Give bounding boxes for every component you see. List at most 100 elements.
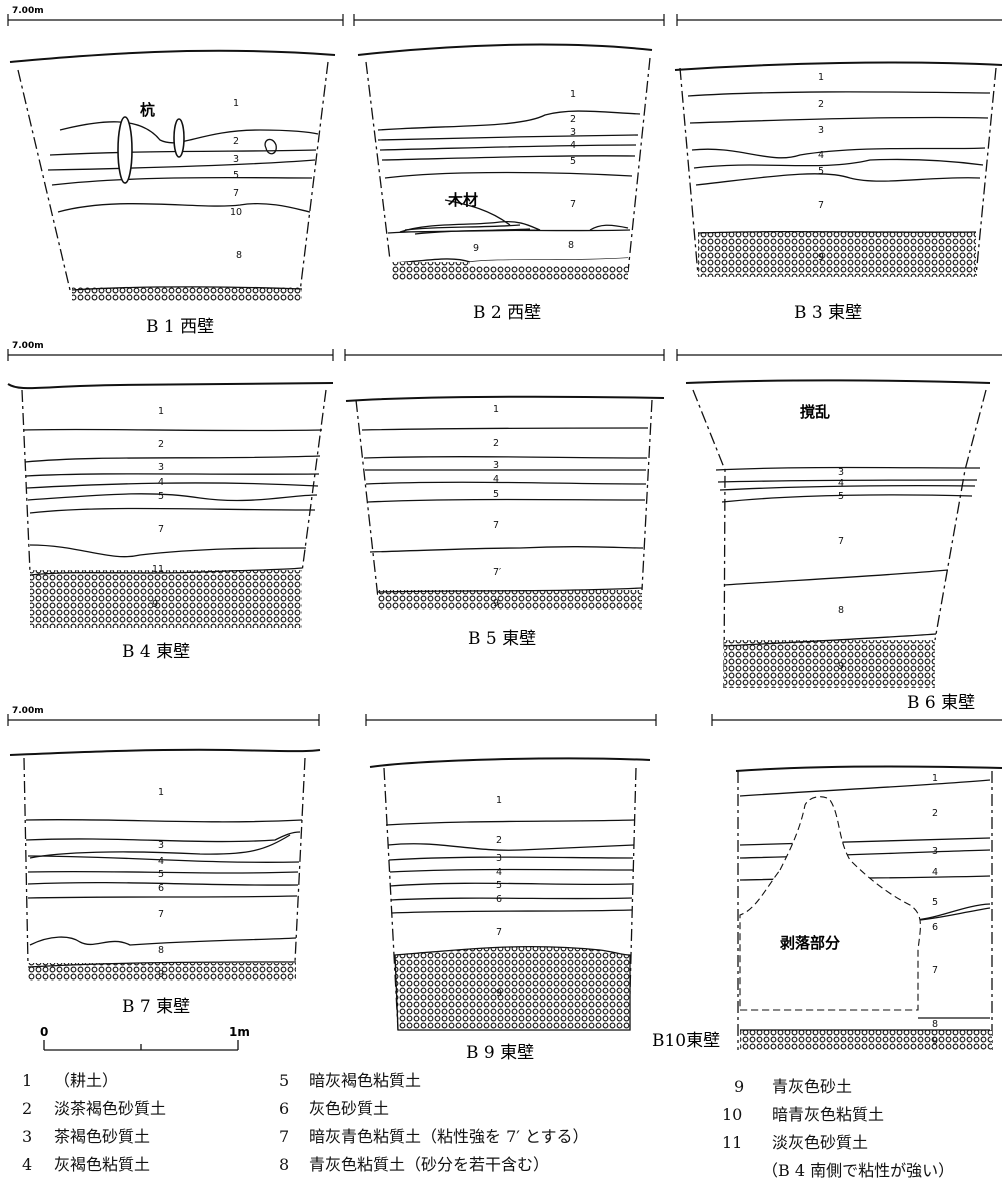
layer-label: 6 bbox=[158, 883, 164, 894]
layer-label: 1 bbox=[496, 795, 502, 806]
elevation-marker-row1 bbox=[7, 14, 1002, 26]
legend-number: 3 bbox=[22, 1127, 32, 1146]
layer-label: 9 bbox=[818, 252, 824, 263]
layer-label: 3 bbox=[496, 853, 502, 864]
section-b4 bbox=[7, 382, 334, 628]
legend-number: 7 bbox=[279, 1127, 289, 1146]
legend-text: 青灰色砂土 bbox=[772, 1077, 852, 1096]
layer-label: 6 bbox=[496, 894, 502, 905]
layer-label: 5 bbox=[158, 491, 164, 502]
layer-label: 8 bbox=[932, 1019, 938, 1030]
panel-caption-b2: B 2 西壁 bbox=[473, 303, 541, 323]
section-b5 bbox=[345, 395, 665, 610]
layer-label: 9 bbox=[152, 599, 158, 610]
legend-number: 10 bbox=[722, 1105, 742, 1124]
layer-label: 2 bbox=[233, 136, 239, 147]
layer-label: 7′ bbox=[493, 567, 501, 578]
panel-caption-b5: B 5 東壁 bbox=[468, 629, 536, 649]
layer-label: 1 bbox=[932, 773, 938, 784]
layer-label: 5 bbox=[493, 489, 499, 500]
layer-label: 4 bbox=[158, 477, 164, 488]
layer-label: 9 bbox=[473, 243, 479, 254]
legend-text: 灰褐色粘質土 bbox=[54, 1155, 150, 1174]
layer-label: 4 bbox=[493, 474, 499, 485]
legend-text: 茶褐色砂質土 bbox=[54, 1127, 150, 1146]
panel-caption-b6: B 6 東壁 bbox=[907, 693, 975, 713]
layer-label: 9 bbox=[932, 1036, 938, 1047]
legend-text: 淡茶褐色砂質土 bbox=[54, 1099, 166, 1118]
layer-label: 2 bbox=[493, 438, 499, 449]
elevation-label: 7.00m bbox=[12, 6, 44, 16]
panel-caption-b3: B 3 東壁 bbox=[794, 303, 862, 323]
layer-label: 3 bbox=[158, 462, 164, 473]
section-b9 bbox=[369, 757, 651, 1031]
legend-text: 青灰色粘質土（砂分を若干含む） bbox=[309, 1155, 549, 1174]
layer-label: 7 bbox=[570, 199, 576, 210]
elevation-marker-row2 bbox=[7, 349, 1002, 361]
layer-label: 8 bbox=[158, 945, 164, 956]
layer-label: 4 bbox=[818, 150, 824, 161]
layer-label: 9 bbox=[838, 661, 844, 672]
layer-label: 4 bbox=[932, 867, 938, 878]
section-b6 bbox=[685, 379, 991, 689]
scale-zero: 0 bbox=[40, 1025, 48, 1039]
layer-label: 2 bbox=[570, 114, 576, 125]
section-b1 bbox=[9, 49, 336, 301]
layer-label: 1 bbox=[158, 406, 164, 417]
layer-label: 6 bbox=[932, 922, 938, 933]
layer-label: 7 bbox=[158, 524, 164, 535]
legend-number: 1 bbox=[22, 1071, 32, 1090]
layer-label: 3 bbox=[932, 846, 938, 857]
legend-text: 淡灰色砂質土 bbox=[772, 1133, 868, 1152]
layer-label: 9 bbox=[496, 988, 502, 999]
layer-label: 1 bbox=[493, 404, 499, 415]
legend: 1 （耕土） 2 淡茶褐色砂質土 3 茶褐色砂質土 4 灰褐色粘質土 5 暗灰褐… bbox=[22, 1071, 954, 1180]
layer-label: 1 bbox=[233, 98, 239, 109]
layer-label: 11 bbox=[152, 564, 164, 575]
scale-bar bbox=[43, 1040, 239, 1051]
layer-label: 4 bbox=[838, 478, 844, 489]
section-b7 bbox=[9, 748, 321, 981]
annotation-disturbed: 撹乱 bbox=[800, 403, 830, 421]
layer-label: 3 bbox=[158, 840, 164, 851]
panel-caption-b10: B10東壁 bbox=[652, 1031, 720, 1051]
panel-caption-b1: B 1 西壁 bbox=[146, 317, 214, 337]
section-b3 bbox=[674, 61, 1003, 277]
annotation-wood: 木材 bbox=[447, 191, 478, 209]
legend-number: 4 bbox=[22, 1155, 32, 1174]
layer-label: 9 bbox=[158, 969, 164, 980]
layer-label: 5 bbox=[496, 880, 502, 891]
elevation-marker-row3 bbox=[7, 714, 1002, 726]
legend-text: 暗青灰色粘質土 bbox=[772, 1105, 884, 1124]
layer-label: 7 bbox=[818, 200, 824, 211]
legend-text: （B 4 南側で粘性が強い） bbox=[762, 1161, 954, 1180]
annotation-stake: 杭 bbox=[140, 101, 155, 119]
annotation-collapsed-area: 剥落部分 bbox=[780, 934, 840, 952]
layer-label: 7 bbox=[932, 965, 938, 976]
layer-label: 7 bbox=[496, 927, 502, 938]
layer-label: 7 bbox=[158, 909, 164, 920]
legend-text: 灰色砂質土 bbox=[309, 1099, 389, 1118]
elevation-label: 7.00m bbox=[12, 706, 44, 716]
scale-end: 1m bbox=[229, 1025, 250, 1039]
section-b10 bbox=[735, 765, 1003, 1050]
layer-label: 3 bbox=[838, 467, 844, 478]
section-b2 bbox=[357, 43, 653, 280]
legend-number: 5 bbox=[279, 1071, 289, 1090]
layer-label: 3 bbox=[233, 154, 239, 165]
legend-number: 9 bbox=[734, 1077, 744, 1096]
panel-caption-b4: B 4 東壁 bbox=[122, 642, 190, 662]
layer-label: 5 bbox=[818, 166, 824, 177]
legend-number: 6 bbox=[279, 1099, 289, 1118]
layer-label: 5 bbox=[570, 156, 576, 167]
layer-label: 3 bbox=[818, 125, 824, 136]
layer-label: 1 bbox=[570, 89, 576, 100]
panel-caption-b9: B 9 東壁 bbox=[466, 1043, 534, 1063]
layer-label: 4 bbox=[570, 140, 576, 151]
layer-label: 9 bbox=[493, 598, 499, 609]
layer-label: 10 bbox=[230, 207, 242, 218]
elevation-label: 7.00m bbox=[12, 341, 44, 351]
legend-text: 暗灰青色粘質土（粘性強を 7′ とする） bbox=[309, 1127, 589, 1146]
layer-label: 5 bbox=[233, 170, 239, 181]
